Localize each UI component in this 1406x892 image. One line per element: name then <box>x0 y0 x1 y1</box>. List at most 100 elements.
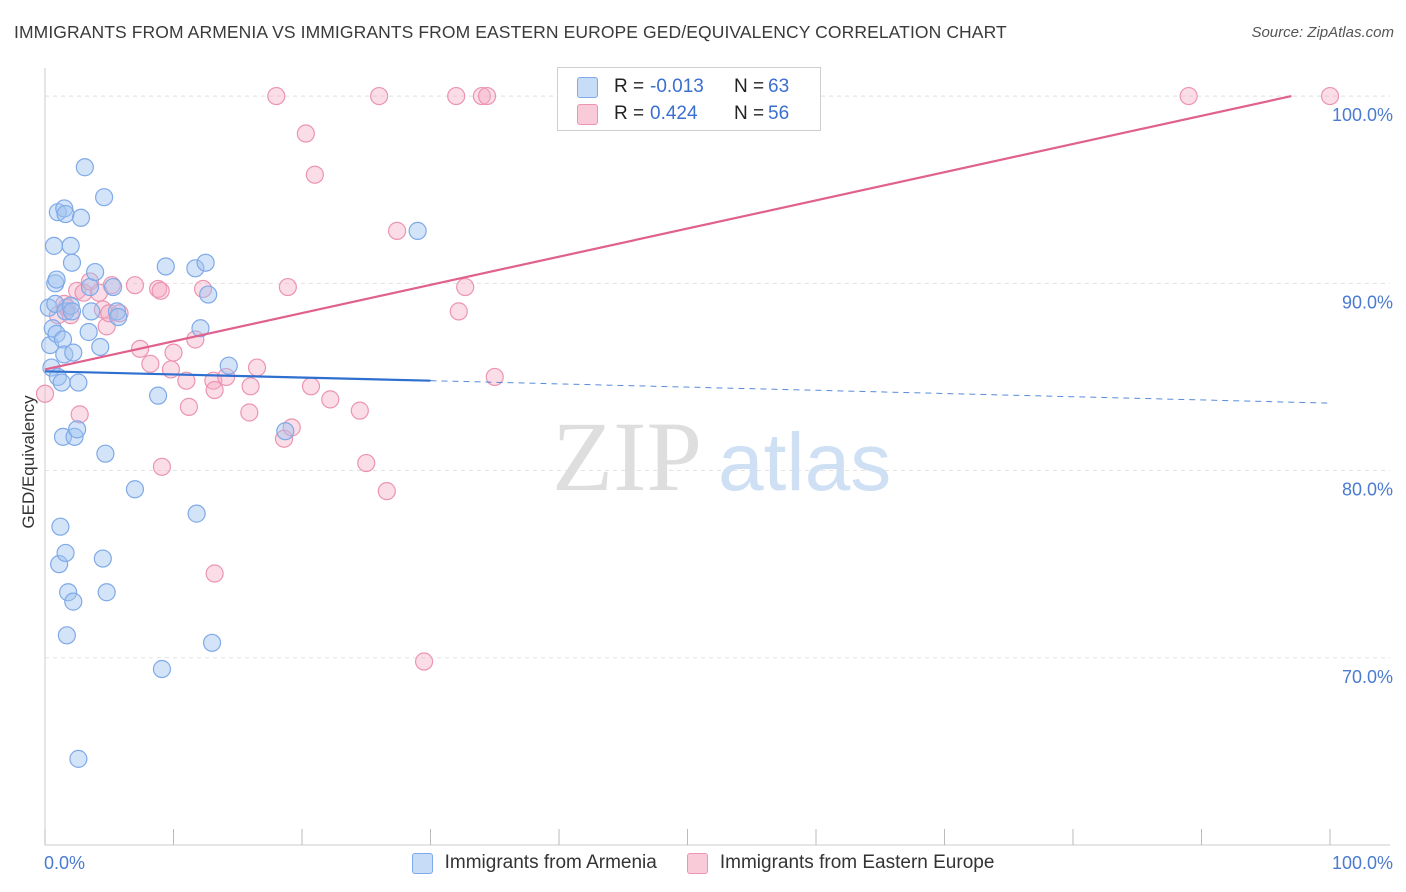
data-point <box>240 403 259 422</box>
data-point <box>456 277 475 297</box>
data-point <box>55 345 74 364</box>
y-tick-label: 90.0% <box>1342 292 1393 312</box>
data-point <box>69 373 88 392</box>
data-point <box>57 626 76 645</box>
data-point <box>68 420 87 439</box>
data-point <box>199 285 218 304</box>
data-point <box>276 422 295 441</box>
data-point <box>95 188 114 207</box>
stats-legend: R = -0.013 N = 63 R = 0.424 N = 56 <box>557 67 821 131</box>
data-point <box>91 337 110 357</box>
series-eastern-europe-points <box>35 86 1340 671</box>
trend-lines <box>44 95 1331 404</box>
data-point <box>50 555 69 574</box>
data-point <box>177 371 196 390</box>
data-point <box>152 659 172 679</box>
chart-legend: Immigrants from Armenia Immigrants from … <box>0 852 1406 874</box>
x-tick-label-max: 100.0% <box>1332 853 1393 873</box>
data-point <box>82 302 101 321</box>
data-point <box>377 482 396 501</box>
data-point <box>278 277 297 297</box>
armenia-trend-line <box>44 370 431 382</box>
data-point <box>64 343 83 362</box>
data-point <box>44 236 64 255</box>
data-point <box>107 302 127 321</box>
data-point <box>52 373 71 392</box>
n-label: N = <box>734 103 765 124</box>
data-point <box>408 221 427 240</box>
data-point <box>125 480 145 499</box>
legend-item-armenia[interactable]: Immigrants from Armenia <box>411 852 657 874</box>
data-point <box>46 294 65 314</box>
data-point <box>447 86 466 106</box>
data-point <box>125 276 145 295</box>
data-point <box>148 386 168 405</box>
data-point <box>62 253 82 272</box>
data-point <box>93 549 112 568</box>
data-point <box>97 583 116 602</box>
data-point <box>370 86 389 106</box>
data-point <box>301 377 321 396</box>
y-tick-label: 70.0% <box>1342 667 1393 687</box>
source-label: Source: ZipAtlas.com <box>1251 24 1394 41</box>
data-point <box>109 307 128 327</box>
r-value: -0.013 <box>650 76 704 97</box>
data-point <box>86 262 105 282</box>
data-point <box>186 259 205 278</box>
data-point <box>56 302 75 321</box>
data-point <box>55 199 74 218</box>
data-point <box>219 356 238 375</box>
series-armenia-points <box>39 158 427 768</box>
data-point <box>193 279 213 299</box>
data-point <box>449 302 468 321</box>
data-point <box>321 390 340 409</box>
data-point <box>164 343 183 362</box>
data-point <box>387 221 407 240</box>
legend-item-eastern-europe[interactable]: Immigrants from Eastern Europe <box>686 852 995 874</box>
data-point <box>241 377 260 396</box>
armenia-trend-extension <box>430 380 1331 404</box>
data-point <box>247 358 267 377</box>
legend-label: Immigrants from Armenia <box>444 852 657 873</box>
data-point <box>414 652 434 671</box>
y-axis-label: GED/Equivalency <box>19 395 38 529</box>
data-point <box>1179 86 1198 106</box>
data-point <box>357 453 376 473</box>
data-point <box>141 354 160 373</box>
data-point <box>205 564 224 583</box>
data-point <box>179 397 199 416</box>
data-point <box>148 279 168 299</box>
data-point <box>70 405 89 424</box>
legend-label: Immigrants from Eastern Europe <box>719 852 995 873</box>
data-point <box>305 165 324 184</box>
data-point <box>56 543 75 563</box>
r-label: R = <box>614 103 645 124</box>
n-value: 63 <box>768 76 790 97</box>
data-point <box>96 444 115 463</box>
data-point <box>64 592 83 611</box>
data-point <box>61 236 80 255</box>
y-tick-label: 100.0% <box>1332 105 1393 125</box>
data-point <box>196 253 215 272</box>
x-tick-label-min: 0.0% <box>44 853 85 873</box>
data-point <box>205 380 224 400</box>
data-point <box>350 401 369 420</box>
tick-labels: 70.0% 80.0% 90.0% 100.0% 0.0% 100.0% <box>44 105 1393 873</box>
watermark: ZIP atlas <box>552 401 891 512</box>
data-point <box>1320 86 1340 106</box>
data-point <box>75 158 94 177</box>
data-point <box>472 86 491 106</box>
data-point <box>187 504 206 523</box>
axes <box>44 68 1390 846</box>
n-value: 56 <box>768 103 790 124</box>
data-point <box>202 633 222 652</box>
data-point <box>61 296 80 315</box>
r-label: R = <box>614 76 645 97</box>
data-point <box>104 277 123 297</box>
data-point <box>65 427 84 446</box>
watermark-zip: ZIP <box>552 401 702 512</box>
data-point <box>267 86 286 106</box>
data-point <box>152 457 172 476</box>
data-point <box>79 322 98 342</box>
data-point <box>485 367 504 387</box>
